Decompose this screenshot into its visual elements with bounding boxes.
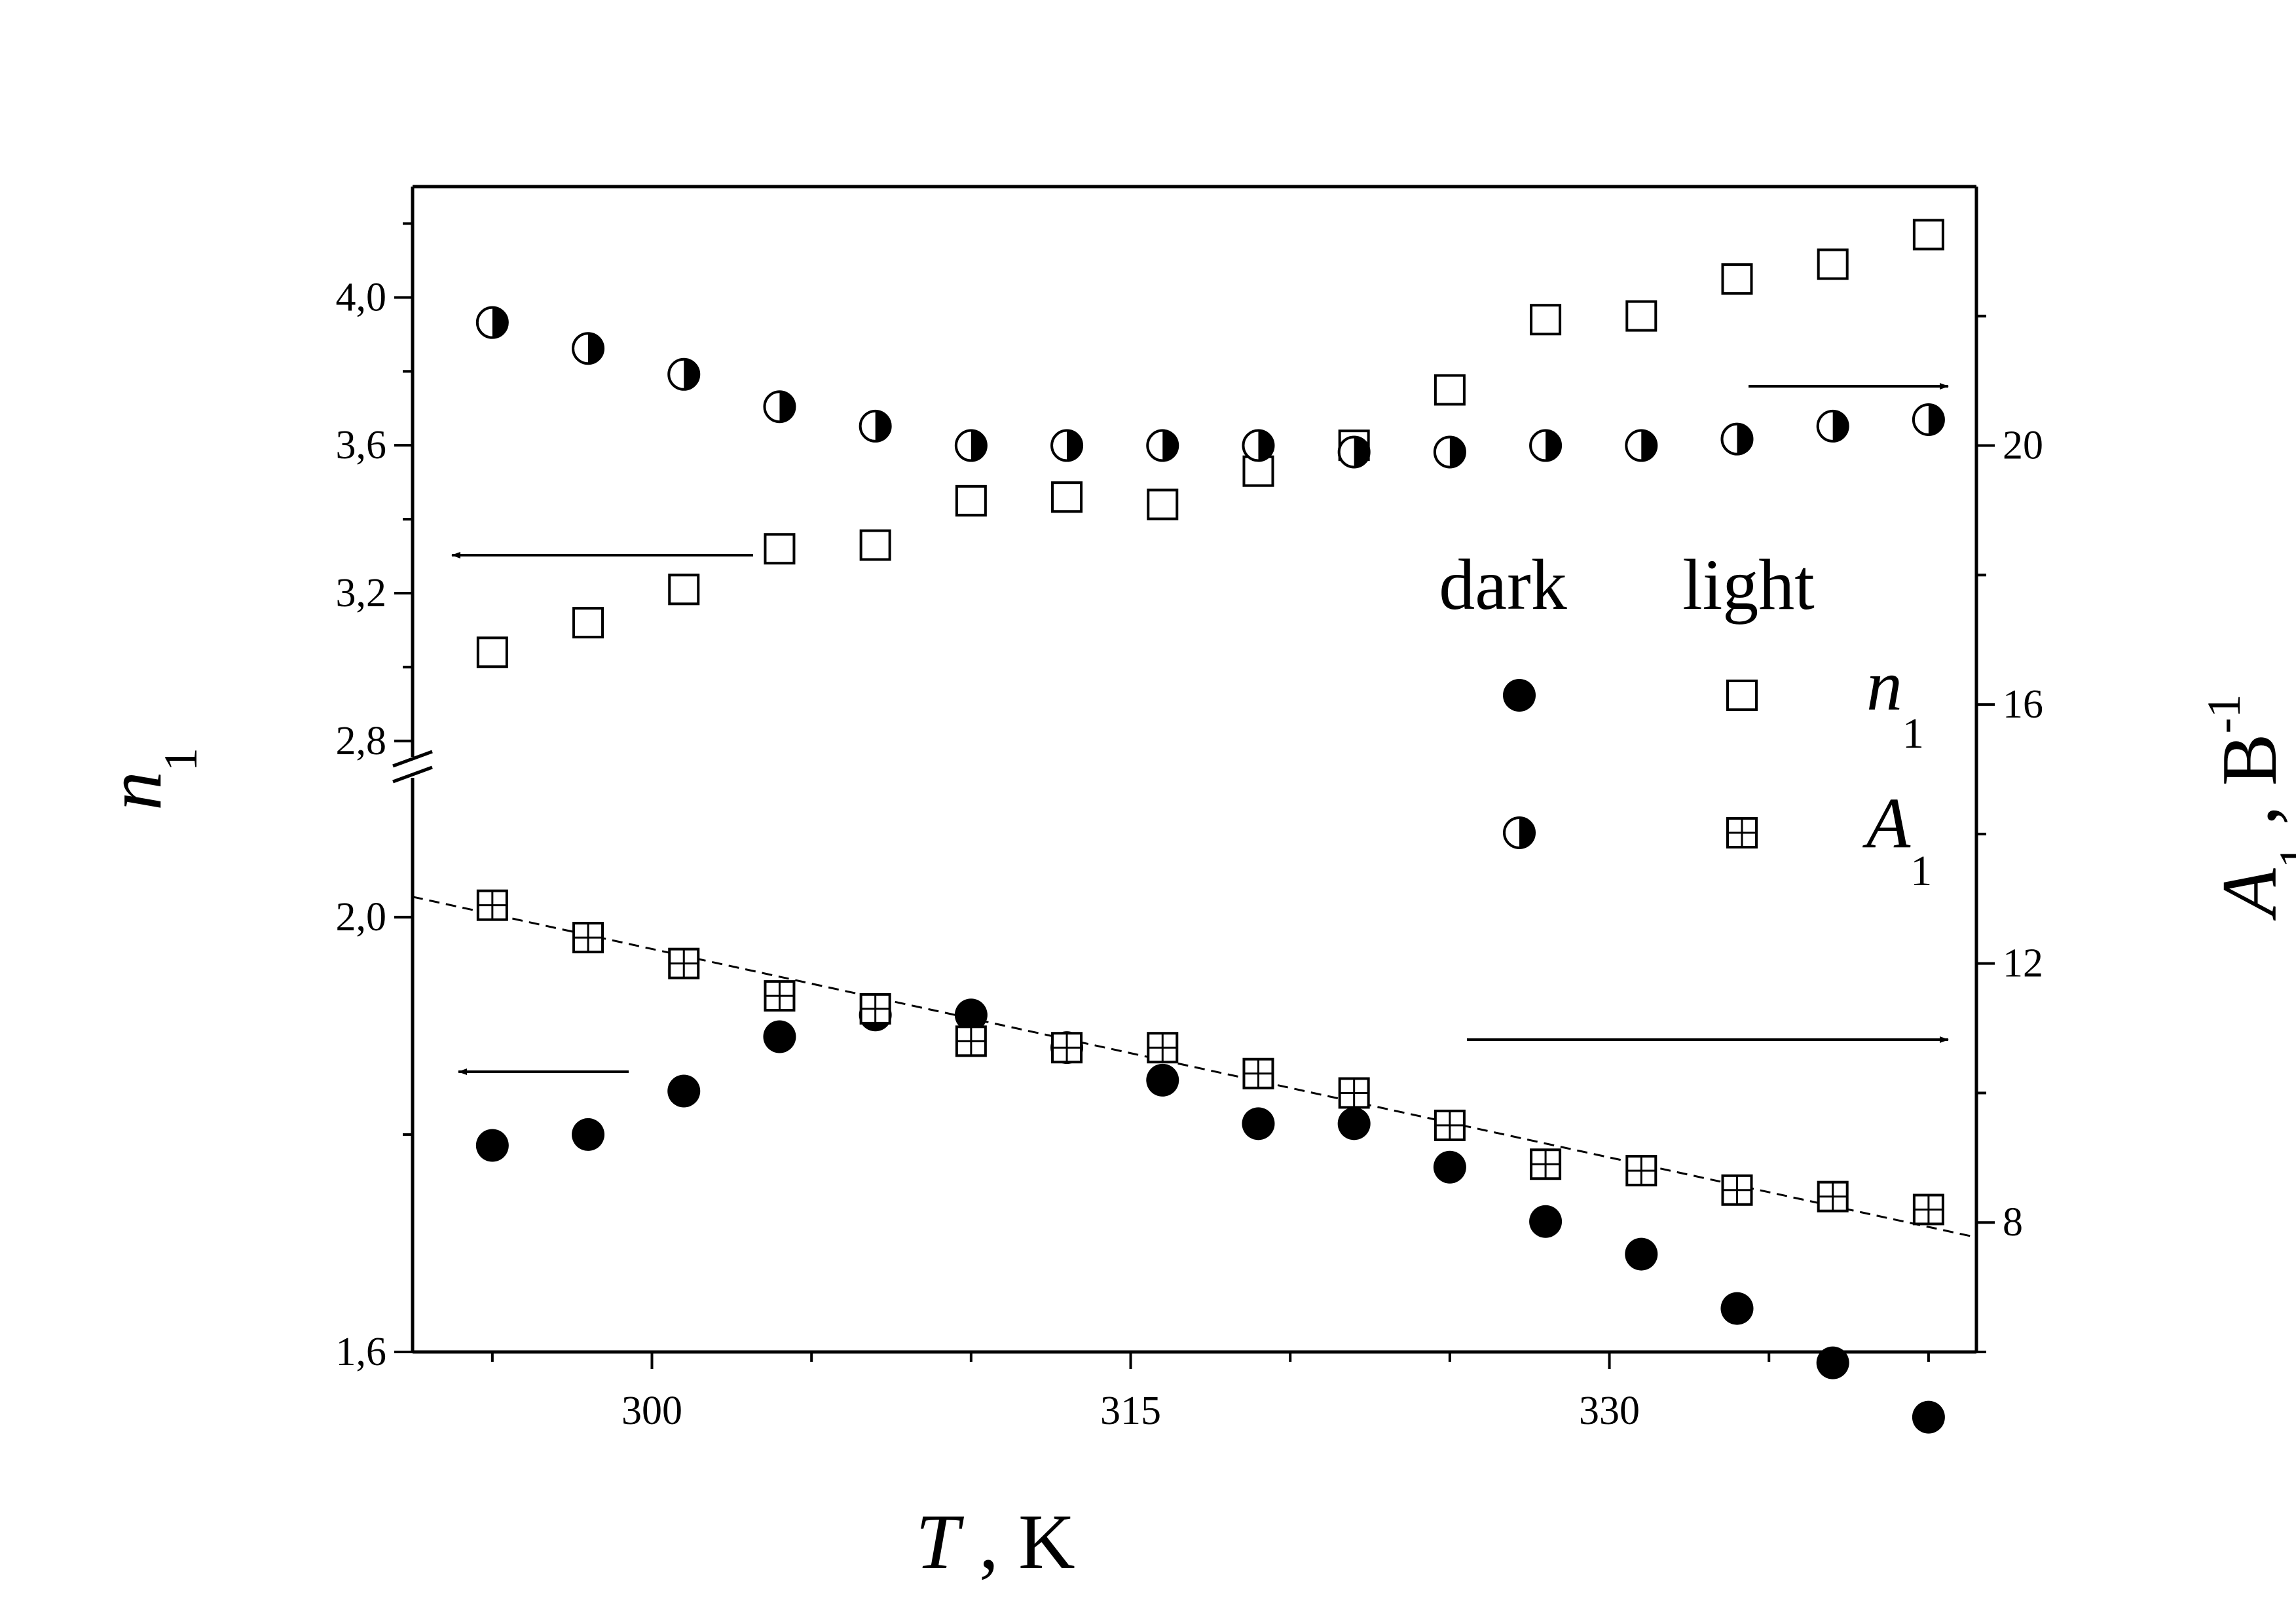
y-left-tick-label: 2,0: [336, 895, 387, 939]
y-right-tick-label: 16: [2003, 682, 2043, 727]
data-point-series-1: [1051, 481, 1083, 513]
data-point-series-0: [1816, 1346, 1849, 1379]
fit-line-layer: [412, 896, 1977, 1239]
x-tick-label: 330: [1579, 1389, 1640, 1433]
data-point-series-2: [1529, 429, 1563, 462]
data-point-series-3: [668, 947, 700, 979]
data-point-series-2: [1625, 429, 1658, 462]
y-right-tick-label: 12: [2003, 941, 2043, 986]
data-point-series-2: [572, 332, 605, 365]
data-point-series-1: [1530, 304, 1562, 336]
data-point-series-3: [1434, 1109, 1466, 1141]
data-point-series-0: [1529, 1205, 1563, 1238]
data-point-series-2: [859, 409, 892, 443]
y-left-tick-label: 3,2: [336, 571, 387, 615]
annotation-arrows: [451, 383, 1949, 1075]
data-point-series-1: [476, 636, 508, 668]
data-point-series-2: [667, 357, 701, 391]
legend-marker: [1726, 680, 1758, 711]
data-point-series-1: [859, 529, 891, 561]
x-tick-label: 300: [621, 1389, 682, 1433]
data-point-series-2: [1433, 435, 1466, 469]
y-left-tick-label: 1,6: [336, 1330, 387, 1374]
legend: dark light n1 A1: [1439, 545, 1932, 895]
data-point-series-2: [1337, 435, 1371, 469]
y-right-tick-label: 20: [2003, 424, 2043, 468]
data-point-series-3: [1817, 1180, 1849, 1213]
legend-row-label: A1: [1862, 783, 1932, 895]
data-point-series-3: [572, 922, 604, 954]
y-right-axis-label: A1 , B-1: [2198, 694, 2296, 921]
data-point-series-3: [1051, 1032, 1083, 1064]
legend-marker: [1503, 679, 1536, 712]
data-point-series-3: [1338, 1077, 1370, 1109]
data-point-series-0: [1433, 1150, 1466, 1184]
data-point-series-3: [859, 993, 891, 1025]
data-point-series-1: [1817, 248, 1849, 280]
data-point-series-1: [1434, 374, 1466, 406]
plot-area: [392, 185, 1978, 1354]
axis-break-mark: [392, 750, 433, 768]
data-point-series-0: [1720, 1292, 1754, 1325]
data-point-series-0: [572, 1118, 605, 1151]
data-point-series-1: [955, 484, 987, 517]
x-axis-label: T , K: [916, 1498, 1075, 1585]
legend-header-light: light: [1682, 545, 1815, 625]
axis-labels: T , K n1 A1 , B-1: [90, 694, 2296, 1585]
data-point-series-2: [1050, 429, 1084, 462]
data-point-series-3: [1625, 1155, 1657, 1187]
data-point-series-1: [668, 574, 700, 606]
data-point-series-1: [1721, 263, 1753, 295]
legend-marker: [1726, 817, 1758, 848]
data-point-series-2: [1242, 429, 1275, 462]
data-point-series-2: [1146, 429, 1179, 462]
axis-break-mark: [392, 765, 433, 784]
y-right-tick-label: 8: [2003, 1200, 2023, 1245]
data-point-series-0: [1912, 1400, 1945, 1434]
data-point-series-3: [1721, 1174, 1753, 1206]
data-point-series-0: [763, 1020, 796, 1053]
data-point-series-0: [1146, 1063, 1179, 1097]
data-point-series-3: [1530, 1148, 1562, 1180]
y-left-tick-label: 4,0: [336, 275, 387, 319]
data-point-series-2: [1912, 403, 1945, 436]
data-point-series-0: [667, 1074, 701, 1108]
data-point-series-3: [1242, 1057, 1274, 1089]
data-point-series-1: [1147, 488, 1179, 520]
data-point-series-3: [1147, 1032, 1179, 1064]
legend-header-dark: dark: [1439, 545, 1566, 625]
data-point-series-0: [1625, 1237, 1658, 1271]
data-point-series-0: [475, 1129, 509, 1162]
data-marks: [475, 219, 1945, 1434]
data-point-series-1: [1912, 219, 1944, 251]
data-point-series-3: [764, 980, 796, 1012]
data-point-series-3: [476, 889, 508, 921]
data-point-series-0: [954, 998, 988, 1032]
y-left-tick-label: 2,8: [336, 719, 387, 763]
legend-marker: [1503, 816, 1536, 849]
axis-ticks: 300 315 330 2,8 3,2 3,6 4,0 1,6 2,0 8 12 16 20: [336, 222, 2043, 1433]
data-point-series-2: [763, 390, 796, 424]
data-point-series-1: [764, 533, 796, 565]
data-point-series-1: [1625, 300, 1657, 332]
data-point-series-1: [572, 607, 604, 639]
legend-row-label: n1: [1866, 646, 1924, 757]
fit-line: [412, 896, 1977, 1239]
data-point-series-2: [1720, 422, 1754, 456]
data-point-series-2: [475, 306, 509, 339]
y-left-axis-label: n1: [90, 748, 207, 811]
y-left-tick-label: 3,6: [336, 423, 387, 467]
x-tick-label: 315: [1100, 1389, 1161, 1433]
data-point-series-3: [955, 1025, 987, 1057]
data-point-series-0: [1242, 1107, 1275, 1140]
data-point-series-3: [1912, 1194, 1944, 1226]
data-point-series-0: [1337, 1107, 1371, 1140]
data-point-series-2: [954, 429, 988, 462]
data-point-series-2: [1816, 409, 1849, 443]
